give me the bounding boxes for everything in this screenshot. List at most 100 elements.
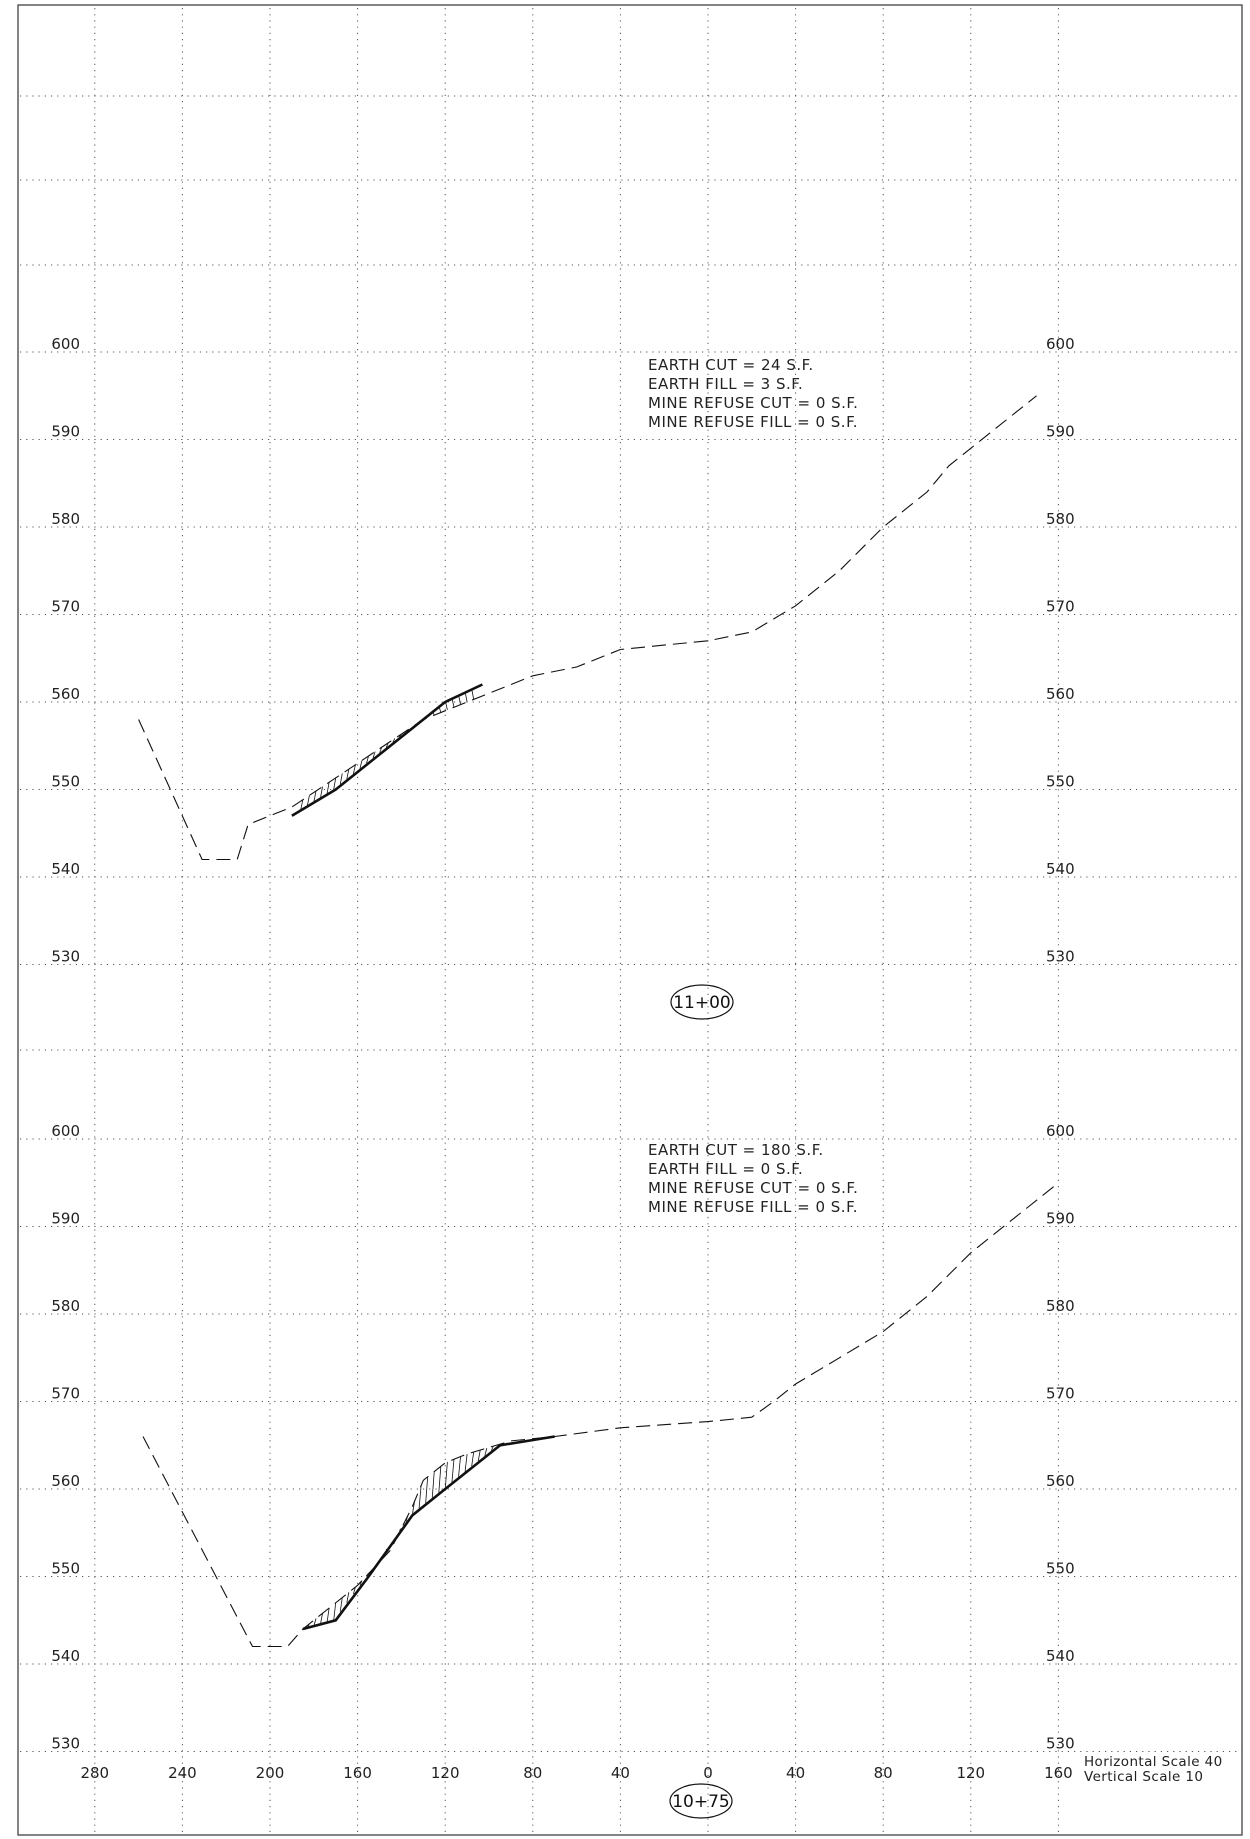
offset-labels: 280 240 200 160 120 80 40 0 40 80 120 160	[80, 1764, 1072, 1782]
elevation-label-right: 560	[1046, 1472, 1075, 1490]
elevation-label-right: 570	[1046, 598, 1075, 616]
cut-hatch-line	[372, 751, 376, 759]
elevation-label-right: 530	[1046, 948, 1075, 966]
cut-hatch-line	[346, 769, 350, 780]
offset-label: 80	[874, 1764, 893, 1782]
offset-label: 40	[611, 1764, 630, 1782]
elevation-label-left: 600	[51, 335, 80, 353]
offset-label: 200	[256, 1764, 285, 1782]
upper-elevation-labels: 600 600 590 590 580 580 570 570 560 560 550 550 540 5…	[51, 335, 1074, 966]
elevation-label-right: 550	[1046, 1560, 1075, 1578]
elevation-label-right: 590	[1046, 423, 1075, 441]
cut-hatch-line	[438, 1466, 442, 1493]
elevation-label-left: 560	[51, 1472, 80, 1490]
cut-hatch-line	[399, 1528, 402, 1531]
lower-refuse-fill: MINE REFUSE FILL = 0 S.F.	[648, 1198, 858, 1216]
cut-hatch-line	[471, 1451, 475, 1467]
upper-quantities: EARTH CUT = 24 S.F. EARTH FILL = 3 S.F. …	[648, 356, 858, 431]
upper-existing-ground-line	[138, 395, 1037, 861]
offset-label: 280	[80, 1764, 109, 1782]
elevation-label-right: 560	[1046, 685, 1075, 703]
cut-hatch-line	[353, 1586, 356, 1595]
offset-label: 120	[431, 1764, 460, 1782]
cut-hatch-line	[444, 1461, 448, 1488]
elevation-label-right: 570	[1046, 1385, 1075, 1403]
elevation-label-right: 540	[1046, 860, 1075, 878]
horizontal-scale: Horizontal Scale 40	[1084, 1754, 1223, 1770]
offset-label: 120	[956, 1764, 985, 1782]
upper-proposed-grade-line	[291, 683, 483, 817]
cut-hatch-line	[484, 1447, 488, 1456]
cut-hatch-line	[392, 738, 396, 743]
elevation-label-right: 600	[1046, 1122, 1075, 1140]
elevation-label-left: 560	[51, 685, 80, 703]
cut-hatch-line	[333, 1602, 337, 1621]
grid	[20, 8, 1242, 1835]
cut-hatch-line	[353, 764, 356, 774]
lower-elevation-labels: 600 600 590 590 580 580 570 570 560 560 550 550 540 5…	[51, 1122, 1074, 1753]
elevation-label-right: 580	[1046, 510, 1075, 528]
cut-hatch-line	[313, 1618, 317, 1626]
elevation-label-right: 600	[1046, 335, 1075, 353]
upper-earth-fill: EARTH FILL = 3 S.F.	[648, 375, 803, 393]
lower-earth-cut: EARTH CUT = 180 S.F.	[648, 1141, 824, 1159]
elevation-label-left: 540	[51, 860, 80, 878]
cut-hatch-line	[300, 799, 304, 810]
offset-label: 40	[786, 1764, 805, 1782]
elevation-label-left: 530	[51, 948, 80, 966]
offset-label: 240	[168, 1764, 197, 1782]
cut-hatch-line	[326, 782, 330, 794]
elevation-label-left: 590	[51, 423, 80, 441]
cut-hatch-line	[339, 1597, 343, 1612]
offset-label: 80	[523, 1764, 542, 1782]
cut-hatch-line	[320, 1613, 323, 1624]
elevation-label-right: 590	[1046, 1210, 1075, 1228]
elevation-label-left: 590	[51, 1210, 80, 1228]
cut-hatch-line	[359, 760, 363, 769]
upper-earth-cut: EARTH CUT = 24 S.F.	[648, 356, 814, 374]
station-label-upper: 11+00	[673, 993, 731, 1013]
upper-refuse-cut: MINE REFUSE CUT = 0 S.F.	[648, 394, 858, 412]
elevation-label-right: 550	[1046, 773, 1075, 791]
elevation-label-left: 580	[51, 510, 80, 528]
cut-hatch-line	[307, 795, 310, 806]
station-bubble-lower: 10+75	[669, 1783, 733, 1819]
offset-label: 0	[703, 1764, 713, 1782]
station-label-lower: 10+75	[672, 1792, 730, 1812]
elevation-label-right: 530	[1046, 1735, 1075, 1753]
lower-profiles	[142, 1182, 1059, 1648]
elevation-label-left: 580	[51, 1297, 80, 1315]
cut-hatch-line	[431, 1471, 435, 1498]
lower-existing-ground-line	[142, 1182, 1059, 1648]
cut-hatch-line	[425, 1476, 429, 1504]
elevation-label-left: 600	[51, 1122, 80, 1140]
offset-label: 160	[1044, 1764, 1073, 1782]
elevation-label-left: 570	[51, 598, 80, 616]
cut-hatch-line	[313, 790, 317, 802]
cut-hatch-line	[333, 777, 337, 790]
lower-earth-fill: EARTH FILL = 0 S.F.	[648, 1160, 803, 1178]
lower-quantities: EARTH CUT = 180 S.F. EARTH FILL = 0 S.F.…	[648, 1141, 858, 1216]
lower-proposed-grade-line	[302, 1435, 555, 1631]
cut-hatch-line	[477, 1449, 481, 1462]
offset-label: 160	[343, 1764, 372, 1782]
cut-hatch-line	[491, 1445, 494, 1451]
cut-hatch-line	[346, 1592, 350, 1603]
cut-hatch-line	[366, 755, 369, 764]
cut-hatch-line	[418, 1485, 422, 1509]
elevation-label-left: 550	[51, 1560, 80, 1578]
cut-hatch-line	[379, 747, 383, 753]
scale-note: Horizontal Scale 40 Vertical Scale 10	[1084, 1754, 1223, 1785]
elevation-label-right: 540	[1046, 1647, 1075, 1665]
elevation-label-left: 540	[51, 1647, 80, 1665]
cut-hatch-line	[320, 786, 323, 798]
station-bubble-upper: 11+00	[670, 984, 734, 1020]
vertical-scale: Vertical Scale 10	[1084, 1769, 1203, 1785]
elevation-label-left: 570	[51, 1385, 80, 1403]
cut-hatch-line	[451, 1459, 455, 1483]
elevation-label-left: 550	[51, 773, 80, 791]
cut-hatch-line	[326, 1607, 330, 1623]
cut-hatch-line	[464, 1453, 468, 1472]
